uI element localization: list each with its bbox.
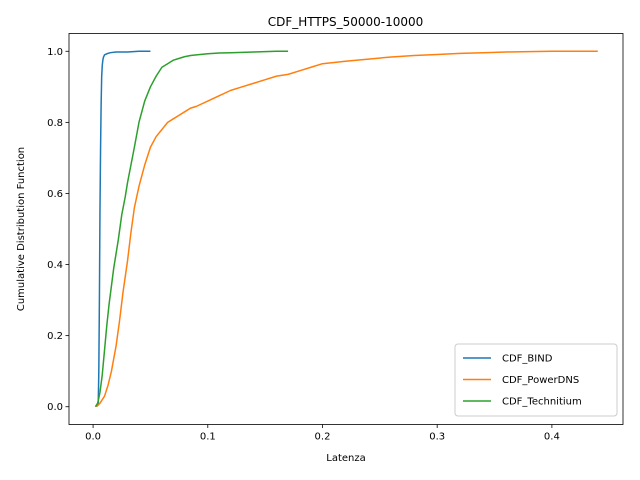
legend-label-cdf-bind: CDF_BIND [502, 354, 553, 365]
y-tick-label: 0.4 [47, 260, 63, 271]
legend-label-cdf-powerdns: CDF_PowerDNS [502, 375, 579, 386]
chart-title: CDF_HTTPS_50000-10000 [268, 15, 424, 29]
y-tick-label: 0.2 [47, 331, 63, 342]
series-line-cdf-powerdns [95, 50, 598, 408]
x-tick-label: 0.3 [429, 432, 445, 443]
axes-frame [68, 33, 624, 425]
x-axis-label: Latenza [326, 453, 366, 464]
x-tick-label: 0.4 [544, 432, 560, 443]
legend-label-cdf-technitium: CDF_Technitium [502, 397, 582, 408]
x-tick-label: 0.2 [315, 432, 331, 443]
y-tick-label: 0.8 [47, 118, 63, 129]
series-line-cdf-technitium [94, 50, 289, 408]
series-line-cdf-bind [95, 50, 151, 408]
y-axis-label: Cumulative Distribution Function [16, 147, 27, 311]
legend: CDF_BIND CDF_PowerDNS CDF_Technitium [454, 343, 618, 417]
series-lines [94, 50, 598, 408]
legend-box [454, 343, 618, 417]
x-tick-label: 0.1 [200, 432, 216, 443]
y-tick-label: 1.0 [47, 47, 63, 58]
y-axis: 0.0 0.2 0.4 0.6 0.8 1.0 [47, 47, 69, 413]
x-tick-label: 0.0 [85, 432, 101, 443]
x-axis: 0.0 0.1 0.2 0.3 0.4 [85, 424, 560, 443]
y-tick-label: 0.6 [47, 189, 63, 200]
plot-area [68, 33, 624, 425]
y-tick-label: 0.0 [47, 402, 63, 413]
